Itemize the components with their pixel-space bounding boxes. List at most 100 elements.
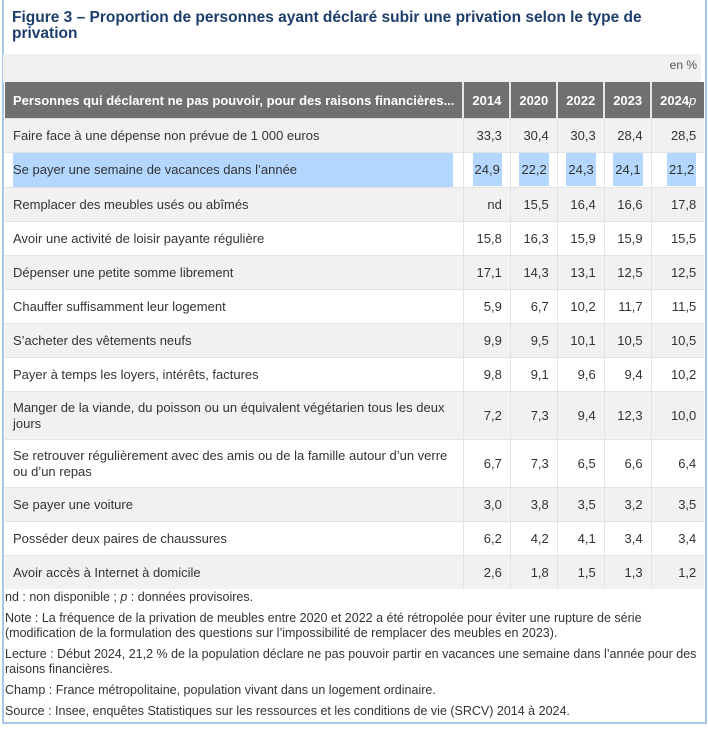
value-cell: 11,7 [604, 289, 652, 324]
value-text: 3,5 [577, 496, 596, 512]
value-cell: 12,3 [604, 391, 652, 440]
value-cell: 6,7 [463, 439, 511, 488]
value-text: 10,5 [617, 332, 643, 348]
row-label-text: Chauffer suffisamment leur logement [13, 298, 226, 314]
value-text: 24,1 [613, 153, 643, 186]
table-row: Posséder deux paires de chaussures 6,2 4,2… [5, 521, 705, 556]
value-text: 28,4 [617, 127, 643, 143]
value-text: 9,5 [530, 332, 549, 348]
value-cell: 10,5 [651, 323, 705, 358]
row-label: Payer à temps les loyers, intérêts, fact… [5, 357, 464, 392]
value-cell: 10,1 [557, 323, 605, 358]
value-text: 11,5 [671, 298, 697, 314]
value-cell: 16,4 [557, 187, 605, 222]
row-label-text: Avoir accès à Internet à domicile [13, 564, 201, 580]
row-label: Avoir une activité de loisir payante rég… [5, 221, 464, 256]
value-cell: 13,1 [557, 255, 605, 290]
row-label-text: Payer à temps les loyers, intérêts, fact… [13, 366, 259, 382]
value-cell: 4,2 [510, 521, 558, 556]
value-cell: 3,5 [557, 487, 605, 522]
row-label-text: Se retrouver régulièrement avec des amis… [13, 447, 448, 479]
value-cell: 1,5 [557, 555, 605, 589]
table-row: Se payer une semaine de vacances dans l’… [5, 152, 705, 188]
value-text: 28,5 [670, 127, 697, 143]
column-header-year: 2020 [510, 82, 559, 119]
value-text: 3,8 [530, 496, 549, 512]
value-text: 1,8 [530, 564, 549, 580]
value-text: 6,7 [483, 455, 502, 471]
value-cell: 22,2 [510, 152, 558, 188]
value-text: 30,3 [570, 127, 596, 143]
column-header-year: 2022 [557, 82, 606, 119]
value-text: 3,5 [678, 496, 697, 512]
table-row: Se retrouver régulièrement avec des amis… [5, 439, 705, 488]
value-text: 3,0 [483, 496, 502, 512]
value-cell: 3,4 [604, 521, 652, 556]
row-label: Avoir accès à Internet à domicile [5, 555, 464, 589]
value-cell: 3,2 [604, 487, 652, 522]
value-cell: 6,2 [463, 521, 511, 556]
value-cell: 15,5 [510, 187, 558, 222]
value-cell: 9,4 [604, 357, 652, 392]
value-text: 14,3 [523, 264, 549, 280]
row-label: S’acheter des vêtements neufs [5, 323, 464, 358]
value-text: 4,2 [530, 530, 549, 546]
column-header-year: 2014 [463, 82, 512, 119]
row-label: Dépenser une petite somme librement [5, 255, 464, 290]
value-cell: 17,1 [463, 255, 511, 290]
value-text: 1,2 [678, 564, 697, 580]
row-label: Posséder deux paires de chaussures [5, 521, 464, 556]
notes-note: Note : La fréquence de la privation de m… [5, 611, 642, 640]
value-text: 10,2 [670, 366, 697, 382]
table-row: Avoir une activité de loisir payante rég… [5, 221, 705, 256]
value-cell: 6,5 [557, 439, 605, 488]
column-header-year: 2024p [651, 82, 705, 119]
value-cell: 6,6 [604, 439, 652, 488]
value-text: 10,0 [670, 407, 697, 423]
value-text: 30,4 [523, 127, 549, 143]
table-row: Faire face à une dépense non prévue de 1… [5, 118, 705, 153]
value-cell: 30,4 [510, 118, 558, 153]
row-label-text: Se payer une voiture [13, 496, 133, 512]
value-cell: 15,5 [651, 221, 705, 256]
value-cell: 7,3 [510, 391, 558, 440]
row-label: Se payer une semaine de vacances dans l’… [5, 152, 464, 188]
row-label-text: Se payer une semaine de vacances dans l’… [13, 153, 453, 187]
row-label-text: Faire face à une dépense non prévue de 1… [13, 127, 320, 143]
column-header-year: 2023 [604, 82, 653, 119]
value-text: 1,3 [624, 564, 643, 580]
notes-champ: Champ : France métropolitaine, populatio… [5, 683, 436, 697]
figure-title: Figure 3 – Proportion de personnes ayant… [12, 9, 642, 42]
value-cell: 3,4 [651, 521, 705, 556]
table-row: Manger de la viande, du poisson ou un éq… [5, 391, 705, 440]
value-cell: 1,8 [510, 555, 558, 589]
value-cell: 7,3 [510, 439, 558, 488]
value-cell: 3,5 [651, 487, 705, 522]
value-cell: 5,9 [463, 289, 511, 324]
value-text: 1,5 [577, 564, 596, 580]
row-label: Se payer une voiture [5, 487, 464, 522]
row-label-text: Dépenser une petite somme librement [13, 264, 234, 280]
table-row: Chauffer suffisamment leur logement 5,9 6,… [5, 289, 705, 324]
value-text: 24,9 [472, 153, 502, 186]
value-cell: 1,2 [651, 555, 705, 589]
value-text: 7,3 [530, 407, 549, 423]
value-text: 15,9 [617, 230, 643, 246]
value-text: 12,5 [670, 264, 697, 280]
notes-lecture: Lecture : Début 2024, 21,2 % de la popul… [5, 647, 697, 676]
row-label: Chauffer suffisamment leur logement [5, 289, 464, 324]
value-cell: 12,5 [651, 255, 705, 290]
row-label-text: S’acheter des vêtements neufs [13, 332, 192, 348]
row-label-text: Posséder deux paires de chaussures [13, 530, 227, 546]
value-text: 9,4 [577, 407, 596, 423]
value-cell: 14,3 [510, 255, 558, 290]
value-text: 12,5 [617, 264, 643, 280]
value-cell: 16,3 [510, 221, 558, 256]
value-text: 2,6 [483, 564, 502, 580]
value-text: 16,4 [570, 196, 596, 212]
value-text: nd [487, 196, 502, 212]
value-text: 6,6 [624, 455, 643, 471]
value-cell: 24,3 [557, 152, 605, 188]
value-cell: 2,6 [463, 555, 511, 589]
value-text: 3,2 [624, 496, 643, 512]
